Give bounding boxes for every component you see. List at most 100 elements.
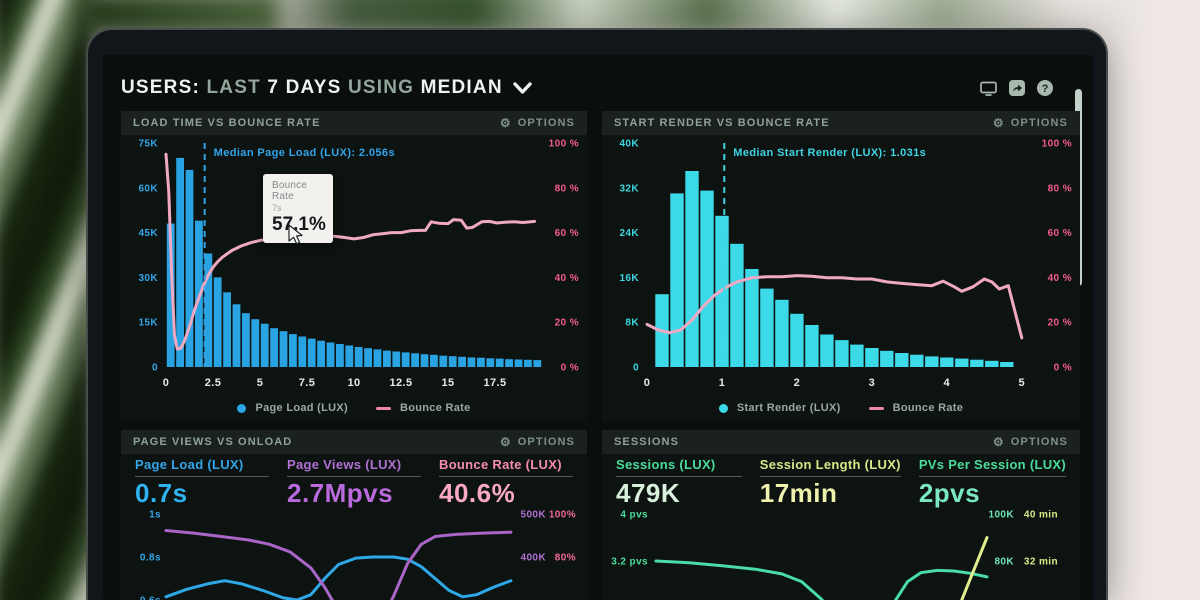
svg-text:3.2 pvs: 3.2 pvs [611, 557, 648, 568]
panel-title: LOAD TIME VS BOUNCE RATE [133, 117, 321, 129]
title-users: USERS: [121, 77, 207, 98]
svg-text:1: 1 [719, 377, 726, 389]
svg-text:32K: 32K [619, 183, 639, 194]
panel-title: START RENDER VS BOUNCE RATE [614, 117, 830, 129]
panel-title: PAGE VIEWS VS ONLOAD [133, 436, 293, 448]
monitor-icon[interactable] [980, 81, 997, 96]
svg-text:0 %: 0 % [1054, 363, 1072, 374]
svg-text:100K: 100K [988, 510, 1014, 521]
legend-item-bounce-rate[interactable]: Bounce Rate [892, 402, 964, 414]
metric-page-views: Page Views (LUX) 2.7Mpvs [287, 457, 421, 506]
svg-text:40 %: 40 % [555, 273, 579, 284]
gear-icon: ⚙ [992, 435, 1005, 449]
svg-text:16K: 16K [619, 273, 639, 284]
load-time-chart[interactable]: Median Page Load (LUX): 2.056s 75K 60K 45K 3… [121, 135, 587, 397]
panel-start-render: START RENDER VS BOUNCE RATE ⚙ OPTIONS Me… [602, 111, 1080, 422]
users-period-dropdown[interactable]: USERS: LAST 7 DAYS USING MEDIAN [121, 77, 532, 99]
chart-legend: Page Load (LUX) Bounce Rate [121, 397, 587, 419]
svg-text:0: 0 [152, 363, 158, 374]
gear-icon: ⚙ [499, 435, 512, 449]
svg-text:32 min: 32 min [1024, 556, 1058, 567]
panel-load-time: LOAD TIME VS BOUNCE RATE ⚙ OPTIONS Media… [121, 111, 587, 422]
help-icon[interactable]: ? [1037, 80, 1053, 96]
start-render-chart[interactable]: Median Start Render (LUX): 1.031s 40K 32K 2… [602, 135, 1080, 397]
title-last: LAST [206, 77, 268, 98]
legend-item-bounce-rate[interactable]: Bounce Rate [399, 402, 471, 414]
svg-text:100 %: 100 % [1042, 139, 1072, 150]
metric-value: 40.6% [439, 478, 516, 508]
metric-divider [439, 476, 573, 477]
svg-text:60 %: 60 % [1048, 228, 1072, 239]
svg-text:45K: 45K [138, 228, 158, 239]
svg-text:0: 0 [163, 377, 170, 389]
plant-leaves-background [0, 0, 95, 600]
svg-text:?: ? [1042, 83, 1049, 95]
svg-text:5: 5 [1019, 377, 1026, 389]
options-button[interactable]: ⚙ OPTIONS [500, 117, 575, 129]
svg-text:20 %: 20 % [555, 318, 579, 329]
legend-line-icon [375, 406, 391, 410]
gear-icon: ⚙ [992, 116, 1005, 130]
svg-text:0.8s: 0.8s [140, 553, 161, 564]
svg-text:0: 0 [644, 377, 651, 389]
page-views-chart[interactable]: 1s 0.8s 0.6s 500K 400K 100% 80% [121, 506, 587, 600]
svg-text:Median Page Load (LUX): 2.056s: Median Page Load (LUX): 2.056s [214, 147, 395, 159]
svg-text:80%: 80% [555, 553, 576, 564]
title-median: MEDIAN [420, 77, 503, 98]
title-7days: 7 DAYS [267, 77, 348, 98]
svg-text:60K: 60K [138, 183, 158, 194]
metric-value: 17min [759, 478, 838, 508]
panel-title: SESSIONS [614, 436, 680, 448]
options-button[interactable]: ⚙ OPTIONS [500, 436, 575, 448]
chevron-down-icon [513, 81, 532, 94]
legend-item-start-render[interactable]: Start Render (LUX) [736, 402, 841, 414]
svg-text:12.5: 12.5 [389, 377, 412, 389]
svg-text:24K: 24K [619, 228, 639, 239]
svg-text:17.5: 17.5 [483, 377, 506, 389]
share-icon[interactable] [1009, 80, 1025, 96]
metric-bounce-rate: Bounce Rate (LUX) 40.6% [439, 457, 573, 506]
panel-start-render-header: START RENDER VS BOUNCE RATE ⚙ OPTIONS [602, 111, 1080, 135]
svg-text:80 %: 80 % [1048, 183, 1072, 194]
metric-divider [135, 476, 269, 477]
metric-pvs-per-session: PVs Per Session (LUX) 2pvs [918, 457, 1066, 506]
options-label: OPTIONS [1010, 117, 1068, 129]
chart-legend: Start Render (LUX) Bounce Rate [602, 397, 1080, 419]
panel-grid: LOAD TIME VS BOUNCE RATE ⚙ OPTIONS Media… [121, 111, 1080, 600]
metric-value: 0.7s [135, 478, 188, 508]
svg-text:100%: 100% [549, 510, 576, 521]
metric-label: Sessions (LUX) [616, 457, 716, 472]
svg-text:3: 3 [869, 377, 876, 389]
legend-item-page-load[interactable]: Page Load (LUX) [255, 402, 348, 414]
options-button[interactable]: ⚙ OPTIONS [993, 117, 1068, 129]
gear-icon: ⚙ [499, 116, 512, 130]
svg-text:2.5: 2.5 [205, 377, 222, 389]
metric-label: PVs Per Session (LUX) [918, 457, 1066, 472]
metric-label: Session Length (LUX) [759, 457, 901, 472]
svg-text:80 %: 80 % [555, 183, 579, 194]
metric-divider [918, 476, 1066, 477]
mouse-cursor [288, 224, 303, 245]
svg-text:75K: 75K [138, 139, 158, 150]
svg-text:4: 4 [944, 377, 951, 389]
metric-value: 479K [616, 478, 681, 508]
metric-page-load: Page Load (LUX) 0.7s [135, 457, 269, 506]
metric-label: Page Load (LUX) [135, 457, 244, 472]
metrics-row: Sessions (LUX) 479K Session Length (LUX)… [602, 454, 1080, 506]
svg-text:80K: 80K [994, 557, 1014, 568]
sessions-chart[interactable]: 4 pvs 3.2 pvs 100K 80K 40 min 32 min [602, 506, 1080, 600]
metric-divider [759, 476, 901, 477]
svg-text:40 min: 40 min [1024, 510, 1058, 521]
tooltip-value: 57.1% [272, 214, 326, 235]
metric-value: 2.7Mpvs [287, 478, 394, 508]
options-button[interactable]: ⚙ OPTIONS [993, 436, 1068, 448]
metric-sessions: Sessions (LUX) 479K [616, 457, 742, 506]
options-label: OPTIONS [517, 436, 575, 448]
dashboard-topbar: USERS: LAST 7 DAYS USING MEDIAN [121, 71, 1079, 105]
svg-text:40K: 40K [619, 139, 639, 150]
svg-text:30K: 30K [138, 273, 158, 284]
tooltip-title: Bounce Rate [272, 180, 308, 202]
panel-sessions: SESSIONS ⚙ OPTIONS Sessions (LUX) 479K S… [602, 430, 1080, 600]
svg-text:60 %: 60 % [555, 228, 579, 239]
svg-text:0: 0 [633, 363, 639, 374]
